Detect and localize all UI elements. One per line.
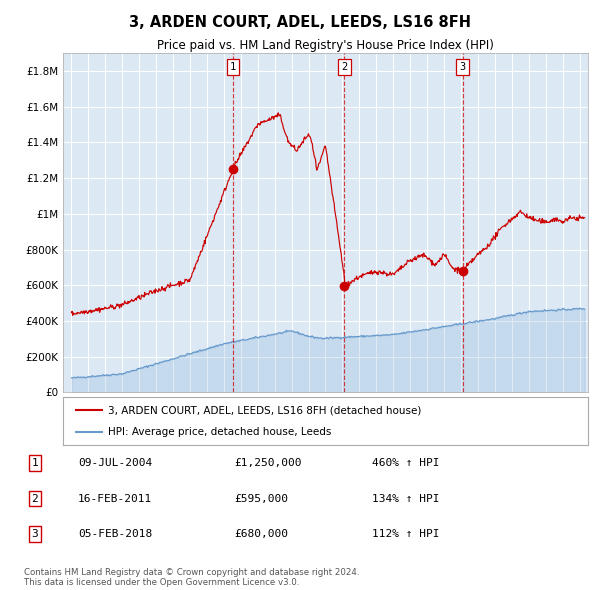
- Text: 3, ARDEN COURT, ADEL, LEEDS, LS16 8FH (detached house): 3, ARDEN COURT, ADEL, LEEDS, LS16 8FH (d…: [107, 405, 421, 415]
- Title: Price paid vs. HM Land Registry's House Price Index (HPI): Price paid vs. HM Land Registry's House …: [157, 39, 494, 52]
- Text: Contains HM Land Registry data © Crown copyright and database right 2024.
This d: Contains HM Land Registry data © Crown c…: [24, 568, 359, 587]
- Text: 1: 1: [31, 458, 38, 468]
- Text: 2: 2: [31, 494, 38, 503]
- Text: 3: 3: [460, 63, 466, 73]
- Text: 05-FEB-2018: 05-FEB-2018: [78, 529, 152, 539]
- Text: 112% ↑ HPI: 112% ↑ HPI: [372, 529, 439, 539]
- Text: 3, ARDEN COURT, ADEL, LEEDS, LS16 8FH: 3, ARDEN COURT, ADEL, LEEDS, LS16 8FH: [129, 15, 471, 30]
- Text: 2: 2: [341, 63, 347, 73]
- Text: 16-FEB-2011: 16-FEB-2011: [78, 494, 152, 503]
- Text: 1: 1: [230, 63, 236, 73]
- Text: £680,000: £680,000: [234, 529, 288, 539]
- Text: HPI: Average price, detached house, Leeds: HPI: Average price, detached house, Leed…: [107, 427, 331, 437]
- Text: £595,000: £595,000: [234, 494, 288, 503]
- Text: £1,250,000: £1,250,000: [234, 458, 302, 468]
- Text: 3: 3: [31, 529, 38, 539]
- Text: 09-JUL-2004: 09-JUL-2004: [78, 458, 152, 468]
- Text: 134% ↑ HPI: 134% ↑ HPI: [372, 494, 439, 503]
- Text: 460% ↑ HPI: 460% ↑ HPI: [372, 458, 439, 468]
